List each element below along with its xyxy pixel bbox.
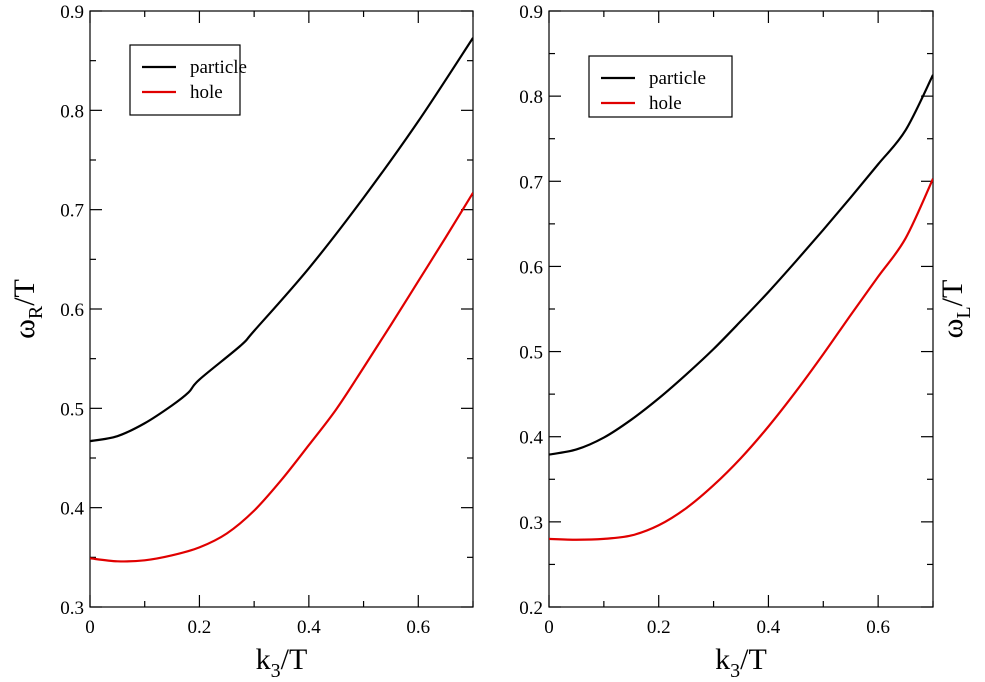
y-axis-title-rest: /T (936, 280, 969, 307)
y-axis-title: ωL/T (936, 280, 975, 339)
x-tick-label: 0.6 (866, 617, 890, 638)
legend-label-particle: particle (190, 57, 247, 78)
x-axis-title-main: k (715, 643, 730, 676)
y-tick-label: 0.3 (519, 513, 543, 534)
y-tick-label: 0.4 (60, 499, 84, 520)
y-axis-title-sub: R (25, 305, 47, 319)
y-axis-title-main: ω (936, 319, 969, 339)
legend-box (129, 44, 241, 116)
y-tick-label: 0.7 (60, 201, 84, 222)
x-axis-title: k3/T (715, 643, 767, 682)
legend-label-particle: particle (649, 68, 706, 89)
legend-label-hole: hole (649, 93, 682, 114)
chart-panel-left: 0 0.2 0.4 0.60.30.40.50.60.70.80.9k3/TωR/Tp… (8, 2, 474, 682)
x-tick-label: 0 (85, 617, 95, 638)
y-axis-title: ωR/T (8, 279, 47, 339)
y-tick-label: 0.9 (519, 2, 543, 23)
y-tick-label: 0.3 (60, 598, 84, 619)
series-line-particle (549, 74, 933, 456)
x-tick-label: 0.4 (757, 617, 781, 638)
x-axis-title: k3/T (256, 643, 308, 682)
x-axis-title-main: k (256, 643, 271, 676)
y-tick-label: 0.9 (60, 2, 84, 23)
legend-box (588, 55, 733, 118)
x-tick-label: 0.2 (188, 617, 212, 638)
legend-label-hole: hole (190, 82, 223, 103)
y-tick-label: 0.5 (60, 399, 84, 420)
y-tick-label: 0.6 (60, 300, 84, 321)
y-tick-label: 0.8 (60, 101, 84, 122)
y-axis-title-main: ω (8, 319, 41, 339)
legend: particle hole (588, 55, 733, 118)
x-tick-label: 0 (544, 617, 554, 638)
x-tick-label: 0.6 (406, 617, 430, 638)
series-line-hole (90, 192, 473, 563)
y-tick-label: 0.4 (519, 428, 543, 449)
y-tick-label: 0.5 (519, 343, 543, 364)
legend: particle hole (129, 44, 247, 116)
x-axis-title-rest: /T (740, 643, 767, 676)
y-tick-label: 0.6 (519, 257, 543, 278)
x-axis-title-sub: 3 (730, 660, 740, 682)
y-tick-label: 0.8 (519, 87, 543, 108)
y-tick-label: 0.2 (519, 598, 543, 619)
chart-panel-right: 0 0.2 0.4 0.60.20.30.40.50.60.70.80.9k3/TωL… (519, 2, 975, 682)
x-axis-title-sub: 3 (271, 660, 281, 682)
y-tick-label: 0.7 (519, 172, 543, 193)
x-axis-title-rest: /T (281, 643, 308, 676)
y-axis-title-sub: L (953, 306, 975, 318)
series-line-hole (549, 178, 933, 541)
x-tick-label: 0.2 (647, 617, 671, 638)
series-line-particle (90, 37, 473, 443)
x-tick-label: 0.4 (297, 617, 321, 638)
y-axis-title-rest: /T (8, 279, 41, 306)
